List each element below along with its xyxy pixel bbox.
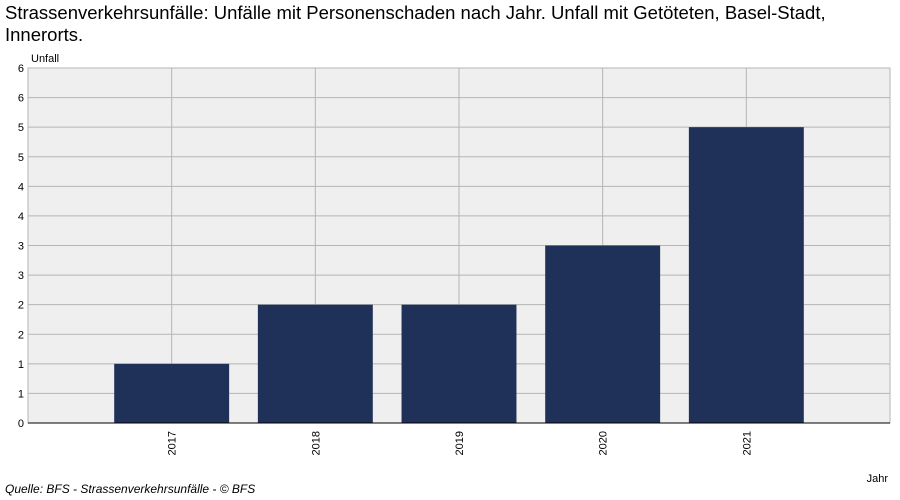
bar-2021 bbox=[688, 127, 804, 424]
y-tick-label: 1 bbox=[18, 388, 24, 400]
x-tick-label: 2017 bbox=[167, 431, 179, 455]
x-axis-ticks: 2017 2018 2019 2020 2021 bbox=[167, 431, 754, 455]
y-tick-label: 2 bbox=[18, 329, 24, 341]
bars bbox=[114, 127, 804, 424]
source-note: Quelle: BFS - Strassenverkehrsunfälle - … bbox=[5, 482, 256, 496]
y-tick-label: 2 bbox=[18, 300, 24, 312]
bar-2017 bbox=[114, 363, 230, 423]
x-tick-label: 2021 bbox=[741, 431, 753, 455]
y-tick-label: 4 bbox=[18, 181, 24, 193]
y-tick-label: 5 bbox=[18, 122, 24, 134]
y-tick-label: 6 bbox=[18, 63, 24, 75]
y-tick-label: 3 bbox=[18, 241, 24, 253]
x-tick-label: 2020 bbox=[598, 431, 610, 455]
y-tick-label: 3 bbox=[18, 270, 24, 282]
x-tick-label: 2019 bbox=[454, 431, 466, 455]
bar-2020 bbox=[545, 245, 661, 423]
bar-2018 bbox=[257, 304, 373, 423]
y-axis-label: Unfall bbox=[31, 53, 59, 65]
y-axis-ticks: 0 1 1 2 2 3 3 4 4 5 5 6 6 bbox=[18, 63, 24, 430]
y-tick-label: 5 bbox=[18, 152, 24, 164]
bar-2019 bbox=[401, 304, 517, 423]
y-tick-label: 6 bbox=[18, 93, 24, 105]
x-tick-label: 2018 bbox=[310, 431, 322, 455]
x-axis-label: Jahr bbox=[867, 473, 889, 485]
chart-title: Strassenverkehrsunfälle: Unfälle mit Per… bbox=[5, 2, 826, 45]
y-tick-label: 4 bbox=[18, 211, 24, 223]
y-tick-label: 1 bbox=[18, 359, 24, 371]
y-tick-label: 0 bbox=[18, 418, 24, 430]
